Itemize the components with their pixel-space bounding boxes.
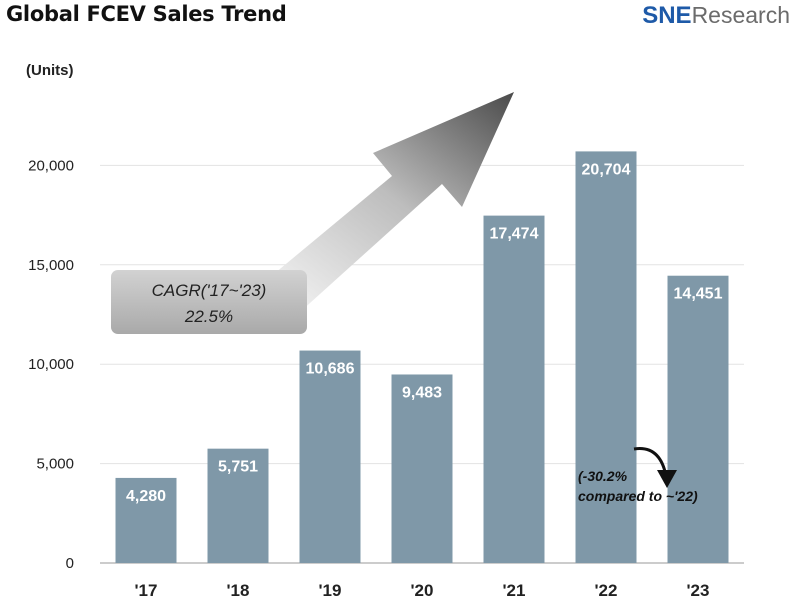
logo-sne-text: SNE xyxy=(642,2,692,29)
x-axis-ticks: '17 '18 '19 '20 '21 '22 '23 xyxy=(135,581,710,600)
bar xyxy=(115,477,177,563)
bar xyxy=(391,374,453,563)
x-tick-label: '23 xyxy=(687,581,710,600)
x-tick-label: '21 xyxy=(503,581,526,600)
growth-arrow-icon xyxy=(228,92,514,312)
chart-title: Global FCEV Sales Trend xyxy=(6,2,287,26)
bar-value-label: 14,451 xyxy=(674,286,723,303)
y-tick-label: 10,000 xyxy=(28,356,74,373)
x-tick-label: '18 xyxy=(227,581,250,600)
bar-value-label: 4,280 xyxy=(126,488,166,505)
x-tick-label: '17 xyxy=(135,581,158,600)
bar-value-label: 17,474 xyxy=(490,226,539,243)
x-tick-label: '20 xyxy=(411,581,434,600)
bar xyxy=(575,151,637,563)
bar-value-label: 9,483 xyxy=(402,384,442,401)
decline-note: (-30.2% compared to ~'22) xyxy=(578,447,698,504)
y-tick-label: 0 xyxy=(66,555,74,572)
bar-value-label: 20,704 xyxy=(582,161,631,178)
y-tick-label: 15,000 xyxy=(28,257,74,274)
y-axis-unit-label: (Units) xyxy=(26,62,74,79)
bar-value-label: 5,751 xyxy=(218,459,258,476)
decline-note-line2: compared to ~'22) xyxy=(578,488,698,504)
cagr-label: CAGR('17~'23) xyxy=(152,281,267,300)
bar xyxy=(207,448,269,563)
decline-note-line1: (-30.2% xyxy=(578,468,628,484)
cagr-box-background xyxy=(111,270,307,334)
cagr-box: CAGR('17~'23) 22.5% xyxy=(111,270,307,334)
bar xyxy=(483,215,545,563)
y-axis-ticks: 0 5,000 10,000 15,000 20,000 xyxy=(28,157,74,572)
bar xyxy=(667,275,729,563)
cagr-value: 22.5% xyxy=(184,307,233,326)
y-tick-label: 5,000 xyxy=(36,456,74,473)
logo-research-text: Research xyxy=(691,2,790,28)
arrow-head-icon xyxy=(657,470,677,488)
x-tick-label: '22 xyxy=(595,581,618,600)
sne-research-logo: SNEResearch xyxy=(642,2,790,30)
bar xyxy=(299,350,361,563)
bar-value-label: 10,686 xyxy=(306,361,355,378)
x-tick-label: '19 xyxy=(319,581,342,600)
y-tick-label: 20,000 xyxy=(28,157,74,174)
bars-group: 4,280 5,751 10,686 9,483 17,474 20,704 14,451 xyxy=(115,151,729,563)
